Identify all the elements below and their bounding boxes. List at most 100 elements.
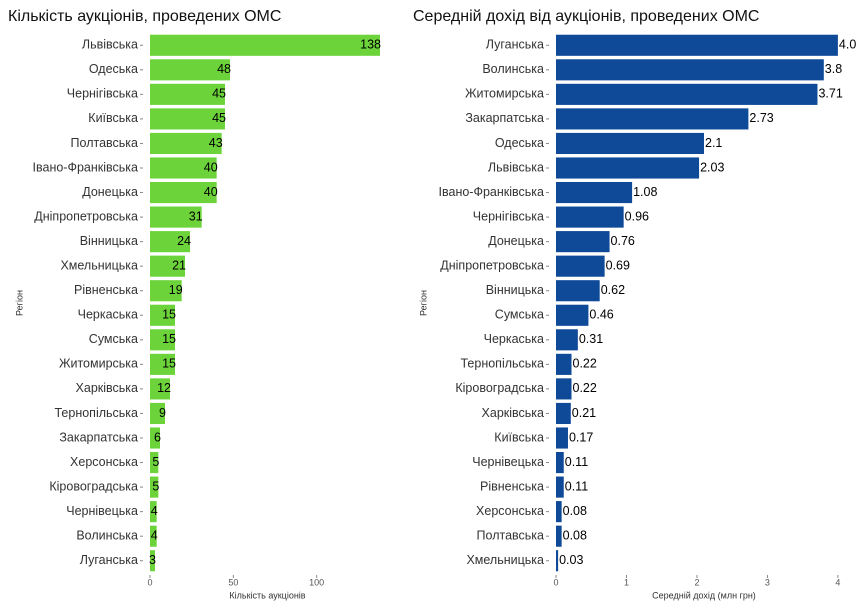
value-label: 0.11 bbox=[565, 455, 588, 469]
y-tick-label: Хмельницька bbox=[60, 258, 138, 272]
x-tick-label: 0 bbox=[147, 577, 152, 587]
y-tick-label: Полтавська bbox=[71, 136, 138, 150]
value-label: 12 bbox=[157, 381, 171, 395]
value-label: 31 bbox=[189, 209, 203, 223]
y-tick-label: Луганська bbox=[80, 553, 138, 567]
value-label: 24 bbox=[177, 234, 191, 248]
value-label: 0.11 bbox=[565, 479, 588, 493]
value-label: 4 bbox=[151, 528, 158, 542]
value-label: 3.71 bbox=[818, 87, 842, 101]
bar bbox=[150, 525, 157, 547]
value-label: 15 bbox=[162, 308, 176, 322]
bar bbox=[556, 255, 605, 277]
y-tick-label: Кіровоградська bbox=[49, 479, 138, 493]
y-tick-label: Житомирська bbox=[465, 87, 544, 101]
y-tick-label: Черкаська bbox=[484, 332, 544, 346]
bar bbox=[150, 59, 230, 81]
bar bbox=[556, 525, 562, 547]
value-label: 1.08 bbox=[633, 185, 657, 199]
y-tick-label: Одеська bbox=[495, 136, 544, 150]
x-tick-label: 1 bbox=[624, 577, 629, 587]
value-label: 0.17 bbox=[569, 430, 593, 444]
value-label: 19 bbox=[169, 283, 183, 297]
y-tick-label: Луганська bbox=[486, 38, 544, 52]
bar bbox=[556, 476, 564, 498]
bar bbox=[556, 108, 749, 130]
y-tick-label: Харківська bbox=[76, 381, 138, 395]
x-tick-label: 100 bbox=[309, 577, 324, 587]
bar bbox=[150, 255, 185, 277]
y-tick-label: Волинська bbox=[482, 62, 544, 76]
y-axis-title: Регіон bbox=[418, 290, 428, 316]
bar bbox=[556, 427, 568, 449]
bar bbox=[556, 304, 589, 326]
value-label: 0.31 bbox=[579, 332, 603, 346]
x-tick-label: 0 bbox=[553, 577, 558, 587]
bar bbox=[150, 231, 190, 253]
value-label: 0.69 bbox=[606, 258, 630, 272]
y-axis-title: Регіон bbox=[14, 290, 24, 316]
value-label: 9 bbox=[159, 406, 166, 420]
value-label: 21 bbox=[172, 258, 186, 272]
value-label: 4.0 bbox=[839, 38, 856, 52]
value-label: 15 bbox=[162, 332, 176, 346]
value-label: 5 bbox=[152, 455, 159, 469]
value-label: 3 bbox=[149, 553, 156, 567]
y-tick-label: Чернівецька bbox=[472, 455, 544, 469]
bar bbox=[150, 329, 175, 351]
value-label: 45 bbox=[212, 87, 226, 101]
y-tick-label: Харківська bbox=[482, 406, 544, 420]
value-label: 0.62 bbox=[601, 283, 625, 297]
bar bbox=[556, 206, 624, 228]
bar bbox=[150, 501, 157, 523]
bar bbox=[556, 181, 633, 204]
y-tick-label: Вінницька bbox=[486, 283, 544, 297]
value-label: 43 bbox=[209, 136, 223, 150]
value-label: 0.08 bbox=[563, 504, 587, 518]
y-tick-label: Хмельницька bbox=[466, 553, 544, 567]
bar bbox=[150, 378, 170, 400]
value-label: 0.03 bbox=[559, 553, 583, 567]
value-label: 0.76 bbox=[611, 234, 635, 248]
y-tick-label: Одеська bbox=[89, 62, 138, 76]
bar bbox=[556, 378, 572, 400]
y-tick-label: Донецька bbox=[488, 234, 544, 248]
y-tick-label: Сумська bbox=[495, 308, 544, 322]
value-label: 3.8 bbox=[825, 62, 842, 76]
y-tick-label: Закарпатська bbox=[59, 430, 138, 444]
value-label: 0.21 bbox=[572, 406, 596, 420]
bar bbox=[556, 34, 838, 56]
y-tick-label: Черкаська bbox=[78, 308, 138, 322]
y-tick-label: Полтавська bbox=[477, 528, 544, 542]
bar bbox=[556, 353, 572, 375]
value-label: 2.73 bbox=[749, 111, 773, 125]
x-axis-title: Кількість аукціонів bbox=[229, 590, 305, 600]
value-label: 138 bbox=[360, 38, 381, 52]
bar bbox=[556, 59, 824, 81]
value-label: 2.1 bbox=[705, 136, 722, 150]
value-label: 5 bbox=[152, 479, 159, 493]
bar bbox=[556, 280, 600, 302]
bar bbox=[150, 451, 159, 474]
value-label: 6 bbox=[154, 430, 161, 444]
y-tick-label: Івано-Франківська bbox=[33, 160, 139, 174]
value-label: 0.96 bbox=[625, 209, 649, 223]
bar bbox=[556, 132, 704, 155]
x-tick-label: 50 bbox=[228, 577, 238, 587]
value-label: 0.46 bbox=[589, 308, 613, 322]
bar bbox=[150, 353, 175, 375]
bar bbox=[150, 304, 175, 326]
value-label: 2.03 bbox=[700, 160, 724, 174]
y-tick-label: Вінницька bbox=[80, 234, 138, 248]
value-label: 0.08 bbox=[563, 528, 587, 542]
value-label: 40 bbox=[204, 160, 218, 174]
bar bbox=[556, 329, 578, 351]
x-tick-label: 4 bbox=[835, 577, 840, 587]
y-tick-label: Львівська bbox=[82, 38, 138, 52]
bar bbox=[556, 402, 571, 425]
y-tick-label: Дніпропетровська bbox=[440, 258, 544, 272]
bar bbox=[150, 108, 225, 130]
x-tick-label: 3 bbox=[765, 577, 770, 587]
bar bbox=[150, 402, 165, 425]
